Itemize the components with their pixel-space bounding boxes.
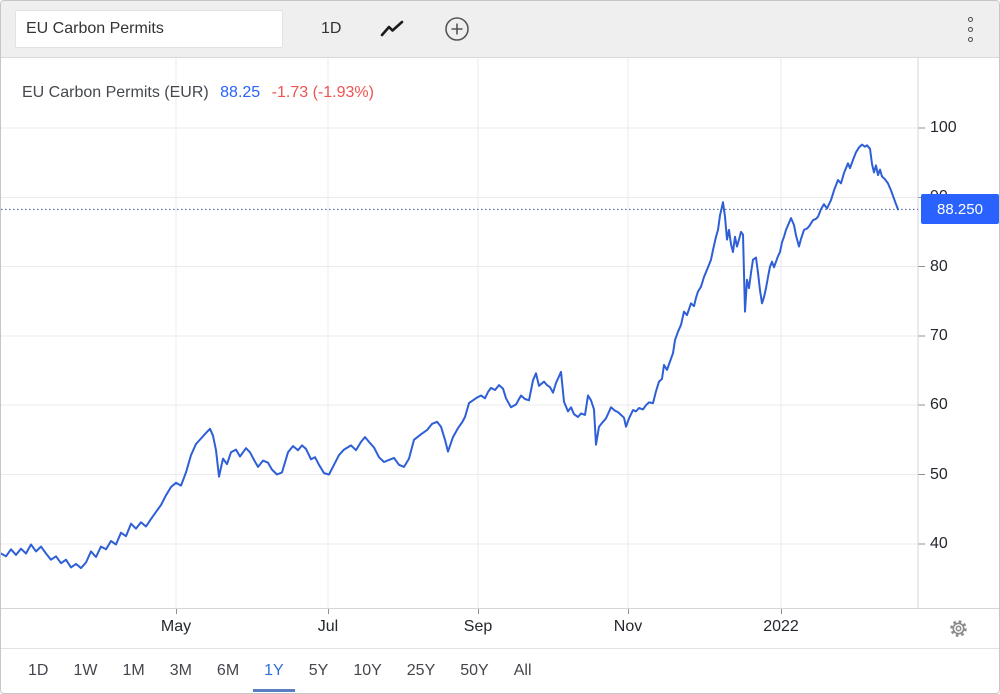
last-price-tag: 88.250 (921, 194, 999, 225)
interval-button[interactable]: 1D (321, 20, 342, 37)
time-axis-tick (478, 609, 479, 614)
top-toolbar: 1D (1, 1, 999, 58)
range-tab-6m[interactable]: 6M (216, 661, 240, 679)
price-axis-label: 40 (930, 534, 948, 552)
time-axis-tick (628, 609, 629, 614)
price-axis-label: 50 (930, 465, 948, 483)
range-tabs: 1D 1W 1M 3M 6M 1Y 5Y 10Y 25Y 50Y All (1, 648, 999, 692)
time-axis-label: Sep (463, 618, 493, 635)
time-axis-tick (176, 609, 177, 614)
legend-price: 88.25 (220, 84, 261, 101)
time-axis-label: May (160, 618, 192, 635)
price-axis-label: 70 (930, 326, 948, 344)
time-axis-label: Nov (613, 618, 643, 635)
range-tab-1y[interactable]: 1Y (253, 649, 295, 692)
chart-area[interactable]: EU Carbon Permits (EUR) 88.25 -1.73 (-1.… (1, 58, 999, 608)
time-axis-label: Jul (317, 618, 339, 635)
range-tab-5y[interactable]: 5Y (308, 661, 329, 679)
kebab-menu-icon[interactable] (964, 13, 977, 46)
price-line-series (1, 143, 899, 570)
time-axis-tick (781, 609, 782, 614)
gear-icon[interactable] (948, 618, 969, 644)
legend-change: -1.73 (-1.93%) (271, 84, 374, 101)
range-tab-50y[interactable]: 50Y (460, 661, 489, 679)
price-axis-label: 100 (930, 119, 957, 136)
compare-plus-icon[interactable] (443, 15, 471, 43)
range-tab-3m[interactable]: 3M (169, 661, 192, 679)
range-tab-1w[interactable]: 1W (73, 661, 98, 679)
price-axis-label: 80 (930, 257, 948, 275)
legend-title: EU Carbon Permits (EUR) (22, 84, 209, 101)
range-tab-1m[interactable]: 1M (122, 661, 145, 679)
price-axis-label: 60 (930, 396, 948, 414)
range-tab-all[interactable]: All (513, 661, 532, 679)
time-axis-tick (328, 609, 329, 614)
chart-legend: EU Carbon Permits (EUR) 88.25 -1.73 (-1.… (22, 84, 374, 102)
range-tab-25y[interactable]: 25Y (406, 661, 436, 679)
range-tab-1d[interactable]: 1D (28, 661, 49, 679)
chart-canvas[interactable] (1, 58, 1000, 608)
time-axis-label: 2022 (763, 618, 799, 635)
symbol-search-input[interactable] (15, 10, 283, 48)
time-axis: May Jul Sep Nov 2022 (1, 608, 999, 648)
line-chart-style-icon[interactable] (379, 20, 405, 38)
range-tab-10y[interactable]: 10Y (353, 661, 382, 679)
